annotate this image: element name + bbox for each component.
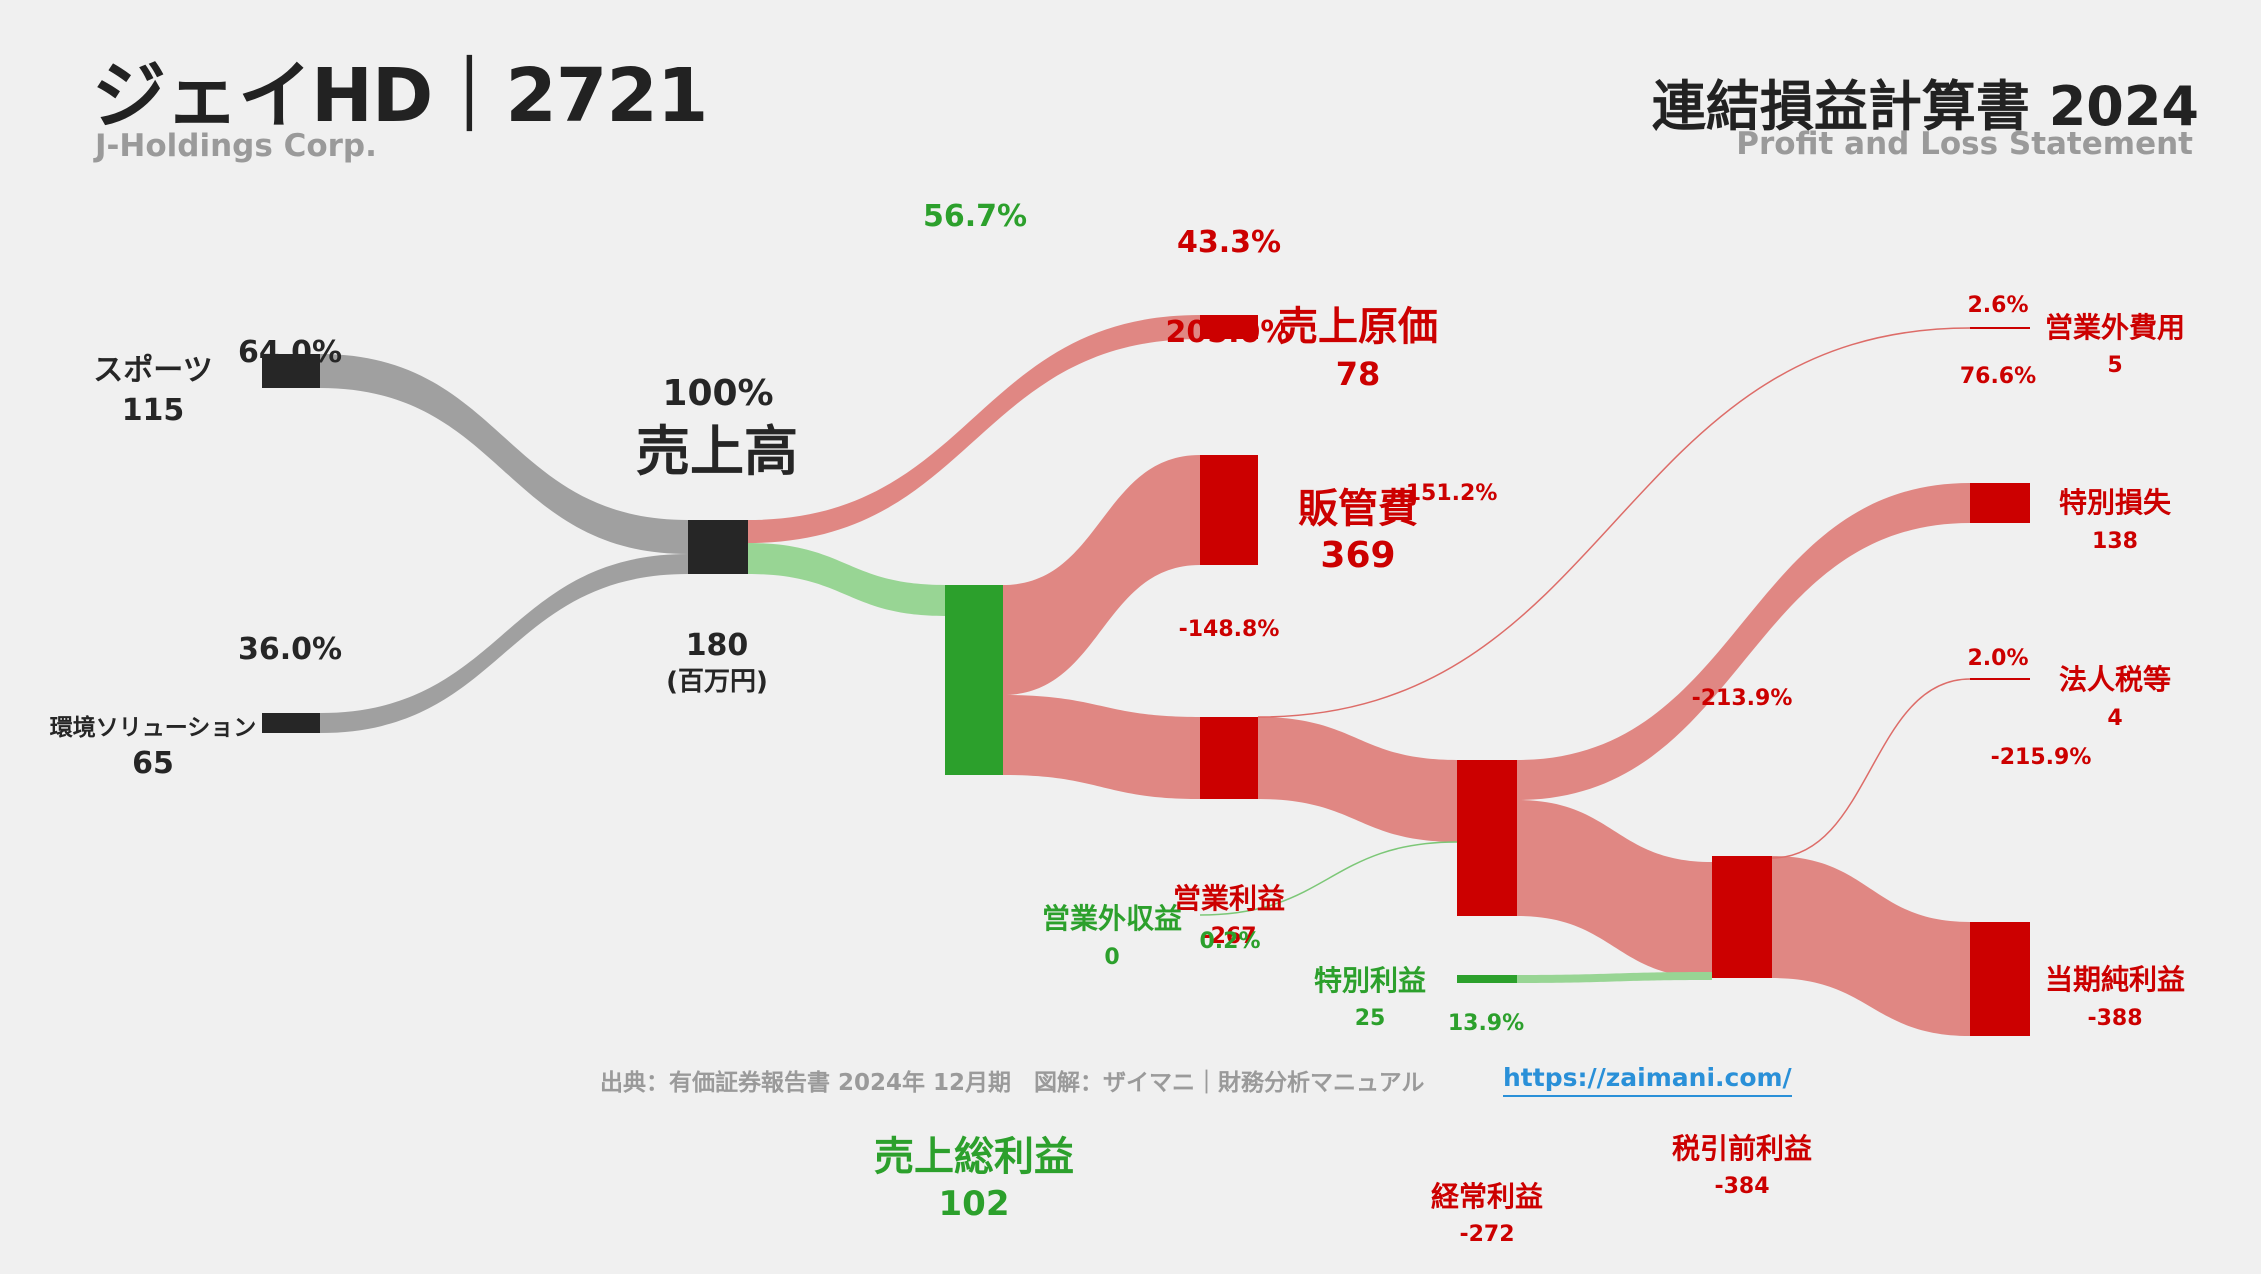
label-gross: 売上総利益 — [874, 1134, 1074, 1180]
sankey-flows — [320, 315, 1971, 1036]
flow-revenue-cogs — [748, 315, 1200, 543]
value-cogs: 78 — [1336, 355, 1381, 393]
label-pretax: 税引前利益 — [1672, 1132, 1812, 1165]
flow-op-ordinary — [1258, 717, 1457, 842]
pct-tax: 2.0% — [1967, 646, 2028, 671]
flow-sp_gain-pretax — [1517, 972, 1712, 983]
label-ordinary: 経常利益 — [1431, 1180, 1543, 1213]
label-sp_gain: 特別利益 — [1314, 964, 1426, 997]
flow-ordinary-nonop-expense — [1257, 327, 1971, 718]
sankey-labels: スポーツ 115 64.0% 環境ソリューション 65 36.0% 売上高 180 100% 売上… — [50, 199, 2185, 1247]
value-tax: 4 — [2107, 706, 2122, 731]
pct-op: -148.8% — [1179, 617, 1280, 642]
pct-net: -215.9% — [1991, 745, 2092, 770]
label-tax: 法人税等 — [2059, 663, 2171, 696]
value-sga: 369 — [1320, 535, 1395, 576]
value-env: 65 — [132, 746, 174, 781]
value-nonop_inc: 0 — [1104, 945, 1119, 970]
sankey-nodes — [262, 315, 2030, 1036]
flow-gross-sga — [1003, 455, 1200, 695]
flow-revenue-gross — [748, 543, 945, 616]
value-ordinary: -272 — [1459, 1222, 1514, 1247]
value-gross: 102 — [939, 1184, 1010, 1224]
pct-ordinary: -151.2% — [1397, 481, 1498, 506]
node-gross — [945, 585, 1003, 775]
node-sports — [262, 354, 320, 388]
pct-sga: 205.0% — [1166, 315, 1291, 350]
value-net: -388 — [2087, 1006, 2142, 1031]
pct-nonop_exp: 2.6% — [1967, 293, 2028, 318]
label-revenue: 売上高 — [636, 420, 798, 483]
pct-nonop_inc: 0.2% — [1199, 929, 1260, 954]
node-net — [1970, 922, 2030, 1036]
flow-pretax-net — [1772, 856, 1970, 1036]
value-pretax: -384 — [1714, 1174, 1769, 1199]
node-sp_gain — [1457, 975, 1517, 983]
flow-ordinary-pretax — [1517, 800, 1712, 978]
flow-pretax-tax — [1771, 678, 1971, 859]
node-env — [262, 713, 320, 733]
pct-env: 36.0% — [238, 632, 342, 667]
node-op — [1200, 717, 1258, 799]
pct-sp_loss: 76.6% — [1960, 364, 2036, 389]
pct-pretax: -213.9% — [1692, 686, 1793, 711]
value-sports: 115 — [122, 393, 185, 428]
statement-subtitle: Profit and Loss Statement — [1736, 126, 2193, 162]
label-sp_loss: 特別損失 — [2059, 486, 2172, 519]
flow-sports-revenue — [320, 354, 688, 554]
page-subtitle: J-Holdings Corp. — [95, 128, 377, 164]
value-nonop_exp: 5 — [2107, 353, 2122, 378]
node-tax — [1970, 678, 2030, 680]
value-sp_loss: 138 — [2092, 529, 2138, 554]
flow-gross-op — [1003, 695, 1200, 799]
label-op: 営業利益 — [1173, 882, 1285, 915]
source-link[interactable]: https://zaimani.com/ — [1503, 1063, 1792, 1097]
value-op: -267 — [1201, 924, 1256, 949]
pct-cogs: 43.3% — [1177, 225, 1281, 260]
unit-label: (百万円) — [666, 667, 768, 697]
label-nonop_exp: 営業外費用 — [2045, 311, 2185, 344]
node-pretax — [1712, 856, 1772, 978]
label-cogs: 売上原価 — [1278, 304, 1438, 350]
flow-ordinary-sp_loss — [1517, 483, 1970, 800]
value-sp_gain: 25 — [1355, 1006, 1386, 1031]
label-env: 環境ソリューション — [50, 714, 257, 741]
node-cogs — [1200, 315, 1258, 339]
statement-title: 連結損益計算書 2024 — [1651, 75, 2199, 138]
node-sga — [1200, 455, 1258, 565]
pct-revenue: 100% — [662, 373, 773, 414]
label-net: 当期純利益 — [2045, 963, 2185, 996]
source-note: 出典：有価証券報告書 2024年 12月期 図解：ザイマニ｜財務分析マニュアル — [600, 1070, 1425, 1096]
node-ordinary — [1457, 760, 1517, 916]
page-title: ジェイHD｜2721 — [92, 53, 708, 139]
flow-nonop-income-ordinary — [1199, 841, 1458, 916]
node-revenue — [688, 520, 748, 574]
label-sports: スポーツ — [93, 353, 212, 388]
label-nonop_inc: 営業外収益 — [1042, 902, 1182, 935]
pct-sp_gain: 13.9% — [1448, 1011, 1524, 1036]
pct-sports: 64.0% — [238, 335, 342, 370]
flow-env-revenue — [320, 554, 688, 733]
value-revenue: 180 — [686, 628, 749, 663]
node-nonop_exp — [1970, 327, 2030, 329]
label-sga: 販管費 — [1298, 486, 1418, 532]
node-sp_loss — [1970, 483, 2030, 523]
pct-gross: 56.7% — [923, 199, 1027, 234]
